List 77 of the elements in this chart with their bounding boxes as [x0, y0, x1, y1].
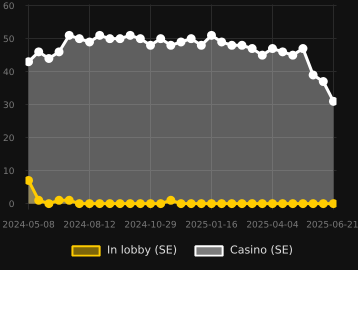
point — [186, 34, 196, 44]
point — [85, 199, 94, 208]
point — [237, 199, 246, 208]
point — [206, 199, 216, 208]
point — [308, 70, 318, 80]
point — [196, 199, 206, 208]
point — [318, 77, 328, 86]
point — [156, 34, 166, 44]
y-tick-label: 10 — [3, 167, 15, 178]
point — [268, 44, 277, 54]
point — [186, 199, 196, 208]
y-tick-label: 30 — [3, 101, 15, 112]
y-tick-label: 40 — [3, 68, 15, 78]
point — [166, 196, 176, 205]
x-tick-label: 2025-06-21 — [306, 220, 358, 230]
point — [85, 37, 94, 46]
x-tick-label: 2024-08-12 — [63, 220, 116, 230]
legend-label: Casino (SE) — [230, 244, 293, 256]
y-tick-label: 20 — [3, 134, 15, 144]
x-tick-label: 2025-01-16 — [185, 220, 238, 230]
point — [105, 34, 114, 44]
point — [206, 30, 216, 40]
point — [318, 199, 328, 208]
point — [176, 199, 186, 208]
point — [328, 96, 336, 106]
point — [54, 47, 64, 56]
point — [288, 199, 298, 208]
point — [248, 44, 257, 54]
point — [237, 40, 246, 50]
point — [64, 196, 74, 205]
y-tick-label: 60 — [3, 2, 15, 12]
point — [308, 199, 318, 208]
point — [136, 199, 145, 208]
point — [166, 40, 176, 50]
point — [136, 34, 145, 44]
point — [44, 199, 54, 208]
x-tick-label: 2025-04-04 — [246, 220, 299, 230]
point — [288, 50, 298, 60]
point — [268, 199, 277, 208]
point — [64, 30, 74, 40]
point — [278, 47, 288, 56]
y-tick-label: 50 — [3, 35, 15, 46]
point — [34, 196, 44, 205]
point — [44, 54, 54, 63]
point — [26, 176, 34, 185]
point — [116, 199, 125, 208]
point — [26, 57, 34, 66]
legend-label: In lobby (SE) — [107, 244, 178, 256]
point — [298, 44, 308, 54]
x-tick-label: 2024-10-29 — [124, 220, 177, 230]
y-tick-label: 0 — [8, 200, 15, 210]
point — [227, 40, 236, 50]
point — [126, 30, 135, 40]
point — [74, 199, 84, 208]
point — [95, 30, 104, 40]
point — [217, 37, 226, 46]
point — [105, 199, 114, 208]
point — [248, 199, 257, 208]
point — [258, 50, 267, 60]
point — [116, 34, 125, 44]
point — [146, 40, 156, 50]
point — [298, 199, 308, 208]
point — [328, 199, 336, 208]
point — [54, 196, 64, 205]
point — [95, 199, 104, 208]
point — [126, 199, 135, 208]
point — [217, 199, 226, 208]
point — [156, 199, 166, 208]
point — [34, 47, 44, 56]
point — [74, 34, 84, 44]
x-tick-label: 2024-05-08 — [2, 220, 55, 230]
point — [196, 40, 206, 50]
point — [278, 199, 288, 208]
point — [258, 199, 267, 208]
point — [176, 37, 186, 46]
point — [146, 199, 156, 208]
point — [227, 199, 236, 208]
